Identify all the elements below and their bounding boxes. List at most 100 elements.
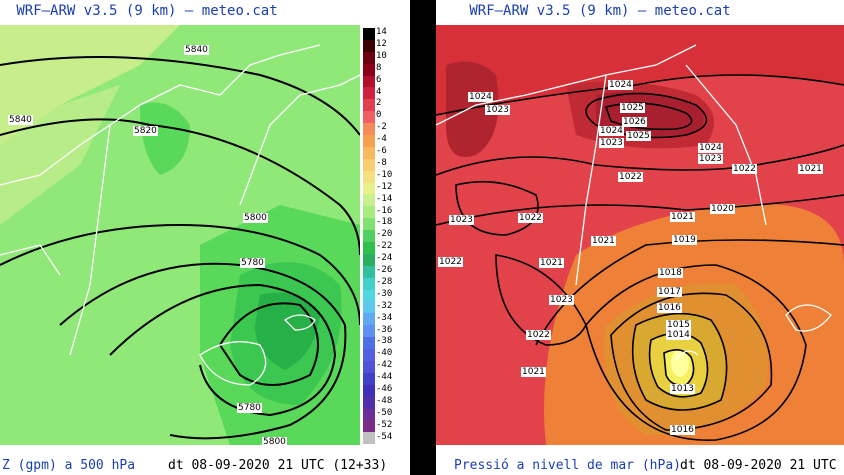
colorbar-swatch [363,182,375,195]
pressure-map [436,25,844,445]
contour-label: 1015 [666,320,691,330]
colorbar-tick-label: -14 [376,193,393,204]
colorbar-swatch [363,420,375,433]
colorbar-swatch [363,360,375,373]
colorbar-swatch [363,432,375,445]
colorbar-tick-label: -34 [376,312,393,323]
colorbar-swatch [363,158,375,171]
contour-label: 1023 [698,154,723,164]
date-label: dt 08-09-2020 21 UTC [680,458,837,473]
colorbar-tick-label: -18 [376,217,393,228]
colorbar-swatch [363,146,375,159]
colorbar-tick-label: 8 [376,62,382,73]
contour-label: 1025 [626,131,651,141]
colorbar-tick-label: -26 [376,265,393,275]
contour-label: 5820 [133,126,158,136]
colorbar-tick-label: 2 [376,98,382,109]
colorbar-tick-label: -4 [376,134,387,145]
geopotential-map [0,25,360,445]
colorbar-swatch [363,75,375,88]
contour-label: 1024 [698,143,723,153]
contour-label: 1016 [670,425,695,435]
colorbar-tick-label: -16 [376,205,393,216]
colorbar-tick-label: -50 [376,407,393,418]
colorbar-swatch [363,325,375,338]
colorbar-swatch [363,289,375,302]
colorbar-tick-label: -54 [376,431,393,442]
colorbar-tick-label: -20 [376,229,393,240]
colorbar-tick-label: 12 [376,38,387,49]
contour-label: 1021 [670,212,695,222]
contour-label: 1018 [658,268,683,278]
contour-label: 1023 [485,105,510,115]
contour-label: 1024 [608,80,633,90]
pressure-map-panel: WRF–ARW v3.5 (9 km) – meteo.cat 1024 1024… [436,0,844,475]
contour-label: 1025 [620,103,645,113]
colorbar-swatch [363,313,375,326]
contour-label: 1016 [657,303,682,313]
colorbar-tick-label: -48 [376,395,393,406]
contour-label: 1022 [618,172,643,182]
variable-label: Pressió a nivell de mar (hPa) [454,458,681,473]
colorbar-swatch [363,206,375,219]
colorbar-tick-label: -6 [376,146,387,156]
contour-label: 5840 [8,115,33,125]
contour-label: 1026 [622,117,647,127]
contour-label: 1023 [549,295,574,305]
contour-label: 1021 [591,236,616,246]
contour-label: 5780 [240,258,265,268]
colorbar-swatch [363,63,375,76]
colorbar-swatch [363,265,375,278]
colorbar-swatch [363,123,375,136]
contour-label: 1022 [732,164,757,174]
date-label: dt 08-09-2020 21 UTC (12+33) [168,458,388,473]
colorbar-tick-label: 6 [376,74,382,85]
contour-label: 1023 [449,215,474,225]
colorbar-swatch [363,218,375,231]
colorbar-swatch [363,39,375,52]
colorbar-tick-label: -52 [376,419,393,430]
colorbar-tick-label: -46 [376,384,393,394]
colorbar-tick-label: -2 [376,122,387,133]
colorbar-swatch [363,170,375,183]
colorbar-swatch [363,301,375,314]
colorbar-swatch [363,99,375,112]
colorbar-tick-label: -30 [376,288,393,299]
contour-label: 1023 [599,138,624,148]
contour-label: 1024 [599,126,624,136]
colorbar-tick-label: -44 [376,372,393,383]
colorbar [363,28,375,445]
contour-label: 1020 [710,204,735,214]
colorbar-tick-label: -38 [376,336,393,347]
contour-label: 1013 [670,384,695,394]
panel-title: WRF–ARW v3.5 (9 km) – meteo.cat [469,3,731,19]
colorbar-tick-label: -40 [376,348,393,359]
colorbar-tick-label: -36 [376,324,393,335]
colorbar-swatch [363,51,375,64]
colorbar-tick-label: -24 [376,253,393,264]
contour-label: 1021 [521,367,546,377]
colorbar-tick-label: 10 [376,50,387,61]
colorbar-tick-label: -8 [376,157,387,168]
colorbar-swatch [363,253,375,266]
colorbar-tick-label: -10 [376,169,393,180]
colorbar-tick-label: 4 [376,86,382,97]
contour-label: 5840 [184,45,209,55]
contour-label: 1022 [438,257,463,267]
contour-label: 1021 [798,164,823,174]
contour-label: 5800 [243,213,268,223]
colorbar-swatch [363,384,375,397]
contour-label: 1022 [518,213,543,223]
contour-label: 1017 [657,287,682,297]
contour-label: 5800 [262,437,287,447]
colorbar-swatch [363,194,375,207]
colorbar-tick-label: -22 [376,241,393,252]
colorbar-swatch [363,408,375,421]
colorbar-tick-label: -32 [376,300,393,311]
geopotential-map-panel: WRF–ARW v3.5 (9 km) – meteo.cat 5840 584… [0,0,410,475]
colorbar-tick-label: -42 [376,360,393,371]
contour-label: 1022 [526,330,551,340]
colorbar-swatch [363,349,375,361]
colorbar-tick-label: -28 [376,276,393,287]
contour-label: 1014 [666,330,691,340]
